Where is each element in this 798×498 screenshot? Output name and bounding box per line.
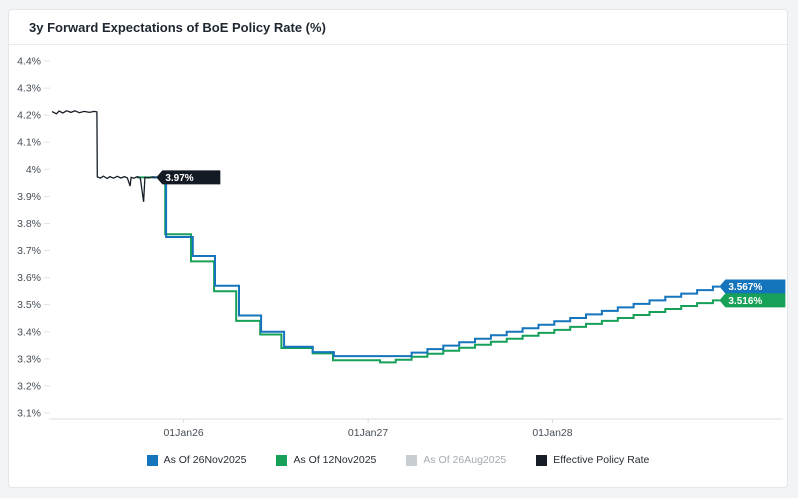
legend-item-as-of-26nov2025[interactable]: As Of 26Nov2025 <box>146 454 247 466</box>
y-axis-tick-label: 3.8% <box>17 218 41 230</box>
svg-text:3.97%: 3.97% <box>165 173 193 184</box>
y-axis-tick-label: 3.2% <box>17 380 41 392</box>
legend-label: As Of 26Nov2025 <box>163 454 247 466</box>
series-line-as-of-12nov2025 <box>136 176 720 364</box>
y-axis-tick-label: 4.3% <box>17 83 41 95</box>
y-axis-tick-label: 4.1% <box>17 137 41 149</box>
legend-label: As Of 26Aug2025 <box>423 454 507 466</box>
x-axis-tick-label: 01Jan28 <box>532 427 572 439</box>
y-axis-tick-label: 4.2% <box>17 110 41 122</box>
green-end-tag: 3.516% <box>719 293 786 308</box>
series-line-effective-policy-rate <box>51 110 156 202</box>
legend-item-effective-policy-rate[interactable]: Effective Policy Rate <box>536 454 649 466</box>
y-axis-tick-label: 3.9% <box>17 191 41 203</box>
chart-plot-area[interactable]: 4.4% 4.3% 4.2% 4.1% 4% 3.9% 3.8% 3.7% 3.6% 3.5% 3.… <box>9 45 787 447</box>
y-axis-tick-label: 3.4% <box>17 326 41 338</box>
y-axis-tick-label: 3.6% <box>17 272 41 284</box>
chart-legend: As Of 26Nov2025 As Of 12Nov2025 As Of 26… <box>9 447 787 487</box>
legend-swatch-green <box>276 454 288 466</box>
chart-card: 3y Forward Expectations of BoE Policy Ra… <box>8 9 788 488</box>
legend-item-as-of-12nov2025[interactable]: As Of 12Nov2025 <box>276 454 376 466</box>
svg-text:3.567%: 3.567% <box>728 282 762 293</box>
legend-label: Effective Policy Rate <box>553 454 650 466</box>
y-axis-tick-label: 3.5% <box>17 299 41 311</box>
svg-text:3.516%: 3.516% <box>728 296 762 307</box>
legend-swatch-dark <box>536 454 548 466</box>
legend-swatch-gray <box>406 454 418 466</box>
x-axis-tick-label: 01Jan27 <box>348 427 388 439</box>
y-axis-tick-label: 3.7% <box>17 245 41 257</box>
blue-end-tag: 3.567% <box>719 279 786 294</box>
series-line-as-of-26nov2025 <box>152 176 720 358</box>
page-title: 3y Forward Expectations of BoE Policy Ra… <box>29 19 326 35</box>
y-axis-tick-label: 4.4% <box>17 56 41 68</box>
effective-rate-tag: 3.97% <box>156 170 221 185</box>
chart-header: 3y Forward Expectations of BoE Policy Ra… <box>9 10 787 45</box>
y-axis-tick-label: 3.1% <box>17 408 41 420</box>
y-axis-tick-label: 3.3% <box>17 353 41 365</box>
legend-label: As Of 12Nov2025 <box>293 454 377 466</box>
y-axis-tick-label: 4% <box>26 164 41 176</box>
x-axis-tick-label: 01Jan26 <box>163 427 203 439</box>
legend-swatch-blue <box>146 454 158 466</box>
chart-canvas: 4.4% 4.3% 4.2% 4.1% 4% 3.9% 3.8% 3.7% 3.6% 3.5% 3.… <box>17 56 786 439</box>
legend-item-as-of-26aug2025[interactable]: As Of 26Aug2025 <box>406 454 506 466</box>
